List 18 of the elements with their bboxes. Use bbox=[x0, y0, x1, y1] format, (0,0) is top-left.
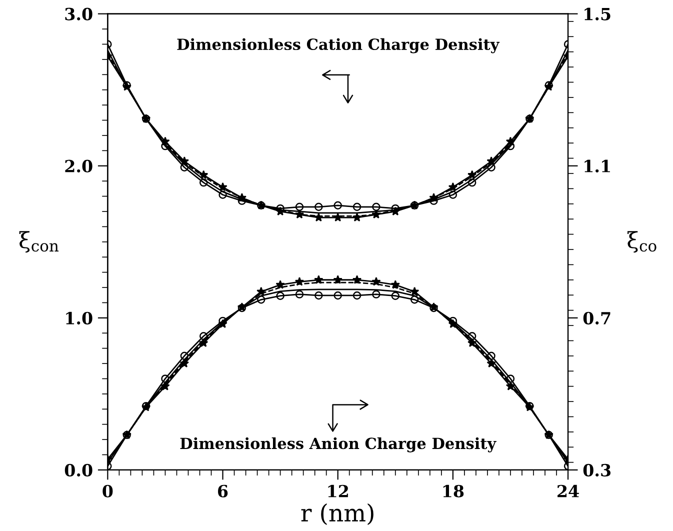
annotation: Dimensionless Cation Charge Density bbox=[177, 38, 500, 54]
x-tick-label: 24 bbox=[558, 484, 579, 498]
y-tick-label: 0.0 bbox=[64, 464, 92, 477]
y2-tick-label: 0.3 bbox=[583, 464, 611, 477]
y-tick-label: 1.0 bbox=[66, 312, 92, 324]
y2-tick-label: 1.1 bbox=[584, 160, 610, 172]
y-tick-label: 3.0 bbox=[65, 8, 92, 20]
x-tick-label: 12 bbox=[328, 484, 348, 498]
x-tick-label: 18 bbox=[443, 484, 464, 498]
y2-tick-label: 0.7 bbox=[583, 312, 610, 324]
annotation: Dimensionless Anion Charge Density bbox=[180, 437, 496, 452]
y2-axis-title: ξ$_{co}$ bbox=[627, 231, 656, 253]
x-tick-label: 6 bbox=[218, 484, 228, 498]
x-axis-title: r (nm) bbox=[301, 503, 374, 526]
y2-tick-label: 1.5 bbox=[584, 8, 610, 20]
y-tick-label: 2.0 bbox=[65, 160, 92, 172]
y-axis-title: ξ$_{con}$ bbox=[19, 231, 59, 253]
x-tick-label: 0 bbox=[102, 484, 113, 498]
